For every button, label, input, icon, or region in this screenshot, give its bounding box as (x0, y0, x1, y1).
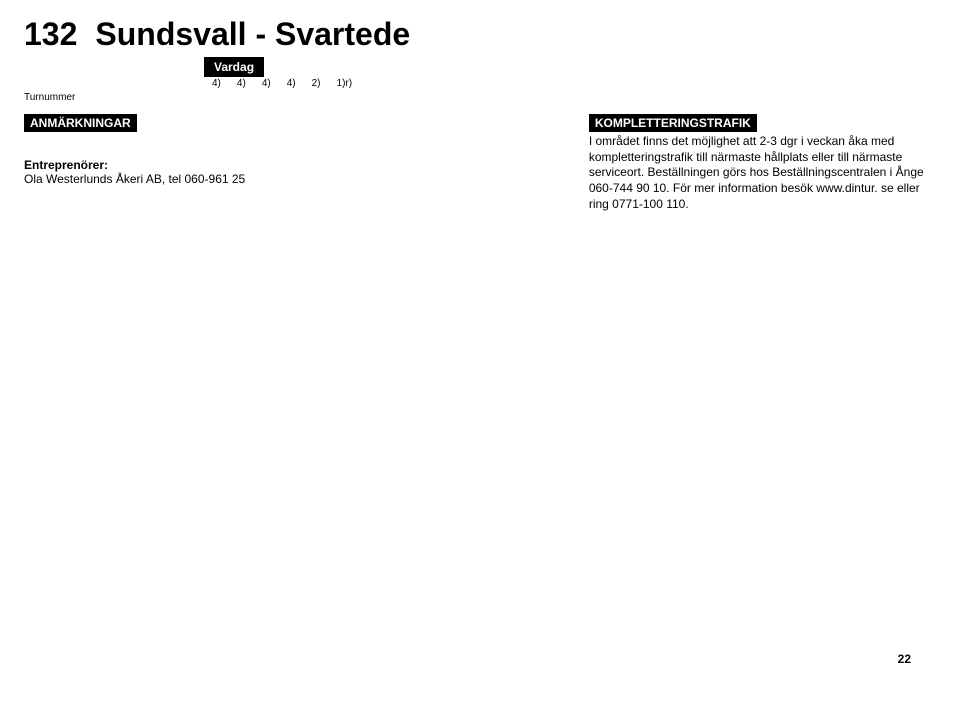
note-marker: 4) (204, 77, 229, 91)
page-number: 22 (898, 652, 911, 666)
entrep-text: Ola Westerlunds Åkeri AB, tel 060-961 25 (24, 172, 559, 186)
note-marker: 4) (229, 77, 254, 91)
route-name: Sundsvall - Svartede (95, 16, 410, 53)
komp-label: KOMPLETTERINGSTRAFIK (589, 114, 757, 132)
komp-text: I området finns det möjlighet att 2-3 dg… (589, 134, 935, 212)
note-marker: 4) (279, 77, 304, 91)
turnummer-label: Turnummer (24, 91, 192, 105)
entrep-label: Entreprenörer: (24, 158, 559, 172)
anm-label: ANMÄRKNINGAR (24, 114, 137, 132)
note-marker: 1)r) (329, 77, 361, 91)
note-marker: 4) (254, 77, 279, 91)
route-number: 132 (24, 16, 77, 53)
vardag-label: Vardag (204, 57, 264, 77)
timetable: Vardag 4)4)4)4)2)1)r) Turnummer (24, 53, 376, 104)
note-marker: 2) (304, 77, 329, 91)
